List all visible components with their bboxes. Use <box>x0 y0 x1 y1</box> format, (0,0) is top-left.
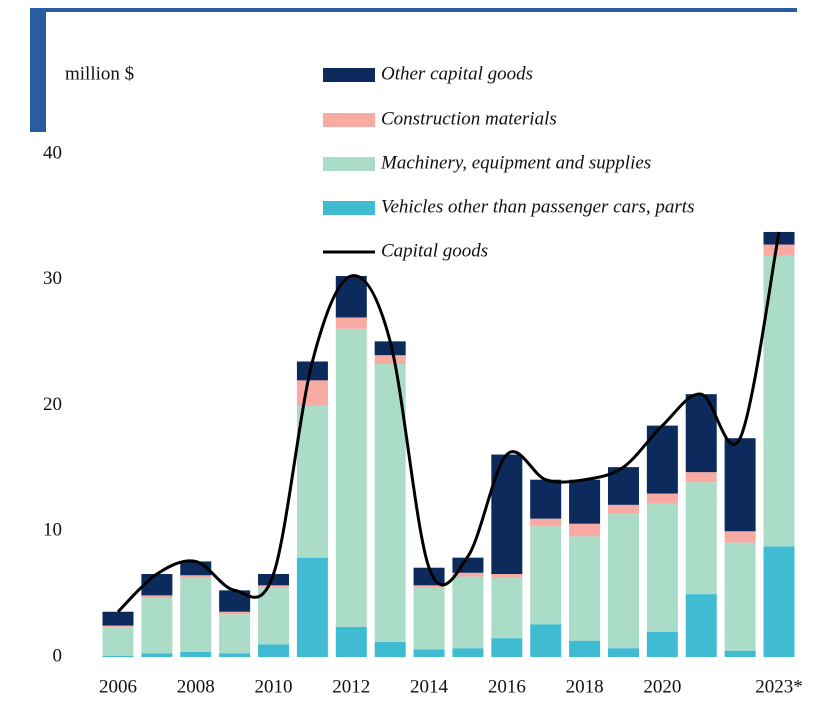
bar-segment <box>685 482 717 595</box>
legend-label: Capital goods <box>381 240 488 261</box>
bar-segment <box>296 557 328 657</box>
bar-segment <box>569 536 601 641</box>
total-line <box>116 231 781 613</box>
bar-segment <box>180 577 212 652</box>
bar-segment <box>180 651 212 657</box>
legend-label: Construction materials <box>381 108 557 129</box>
frame-left <box>30 8 46 132</box>
bar-segment <box>491 577 523 639</box>
bar-segment <box>335 317 367 329</box>
bar-segment <box>724 650 756 657</box>
bar-segment <box>646 631 678 657</box>
bar-segment <box>219 653 251 657</box>
bar-segment <box>296 405 328 558</box>
bar-segment <box>102 625 134 627</box>
bar-segment <box>258 587 290 645</box>
bar-segment <box>646 503 678 632</box>
y-tick-label: 40 <box>43 142 62 163</box>
bar-segment <box>530 479 562 519</box>
bar-segment <box>569 523 601 537</box>
bar-segment <box>335 275 367 318</box>
x-tick-label: 2014 <box>410 676 449 697</box>
bar-segment <box>491 638 523 657</box>
legend-label: Vehicles other than passenger cars, part… <box>381 196 694 217</box>
unit-label: million $ <box>65 63 134 84</box>
legend-label: Other capital goods <box>381 63 533 84</box>
bar-segment <box>724 438 756 532</box>
bar-segment <box>646 493 678 504</box>
bar-segment <box>141 653 173 657</box>
bar-segment <box>413 585 445 588</box>
bar-segment <box>530 526 562 625</box>
bar-segment <box>452 648 484 657</box>
bar-segment <box>335 328 367 627</box>
bar-segment <box>219 614 251 654</box>
bar-segment <box>296 380 328 406</box>
legend-swatch <box>323 68 375 82</box>
bar-segment <box>452 572 484 577</box>
bar-segment <box>491 574 523 578</box>
bar-segment <box>724 542 756 651</box>
bar-segment <box>102 626 134 656</box>
bar-segment <box>763 546 795 657</box>
bar-segment <box>374 355 406 365</box>
legend-swatch <box>323 113 375 127</box>
y-tick-label: 0 <box>53 645 63 666</box>
bar-segment <box>374 364 406 642</box>
y-tick-label: 20 <box>43 394 62 415</box>
bar-segment <box>452 576 484 649</box>
frame-top <box>30 8 797 12</box>
bar-segment <box>374 641 406 657</box>
bar-segment <box>102 655 134 657</box>
x-tick-label: 2006 <box>99 676 137 697</box>
bar-segment <box>141 597 173 654</box>
bar-segment <box>413 587 445 650</box>
bar-segment <box>219 611 251 615</box>
bar-segment <box>219 590 251 612</box>
bar-segment <box>335 626 367 657</box>
bar-segment <box>607 504 639 514</box>
legend-swatch <box>323 201 375 215</box>
bar-segment <box>102 611 134 626</box>
x-tick-label: 2012 <box>332 676 370 697</box>
bar-segment <box>374 341 406 356</box>
bar-segment <box>530 518 562 527</box>
bar-segment <box>724 531 756 543</box>
bar-segment <box>180 575 212 578</box>
x-tick-label: 2010 <box>255 676 293 697</box>
bar-segment <box>607 513 639 649</box>
bar-segment <box>569 640 601 657</box>
y-tick-label: 30 <box>43 268 62 289</box>
bar-segment <box>413 649 445 657</box>
bar-segment <box>607 648 639 657</box>
x-tick-label: 2016 <box>488 676 526 697</box>
bar-segment <box>141 595 173 598</box>
legend-label: Machinery, equipment and supplies <box>380 152 651 173</box>
x-tick-label: 2023* <box>755 676 803 697</box>
x-tick-label: 2020 <box>643 676 681 697</box>
bar-segment <box>258 644 290 657</box>
bar-segment <box>763 244 795 256</box>
bar-segment <box>296 361 328 381</box>
bar-segment <box>569 479 601 524</box>
y-tick-label: 10 <box>43 520 62 541</box>
bar-segment <box>685 472 717 483</box>
x-tick-label: 2018 <box>566 676 604 697</box>
x-tick-label: 2008 <box>177 676 215 697</box>
legend-swatch <box>323 157 375 171</box>
bar-segment <box>258 585 290 588</box>
bar-segment <box>530 624 562 657</box>
bar-segment <box>685 594 717 657</box>
bar-segment <box>258 574 290 586</box>
